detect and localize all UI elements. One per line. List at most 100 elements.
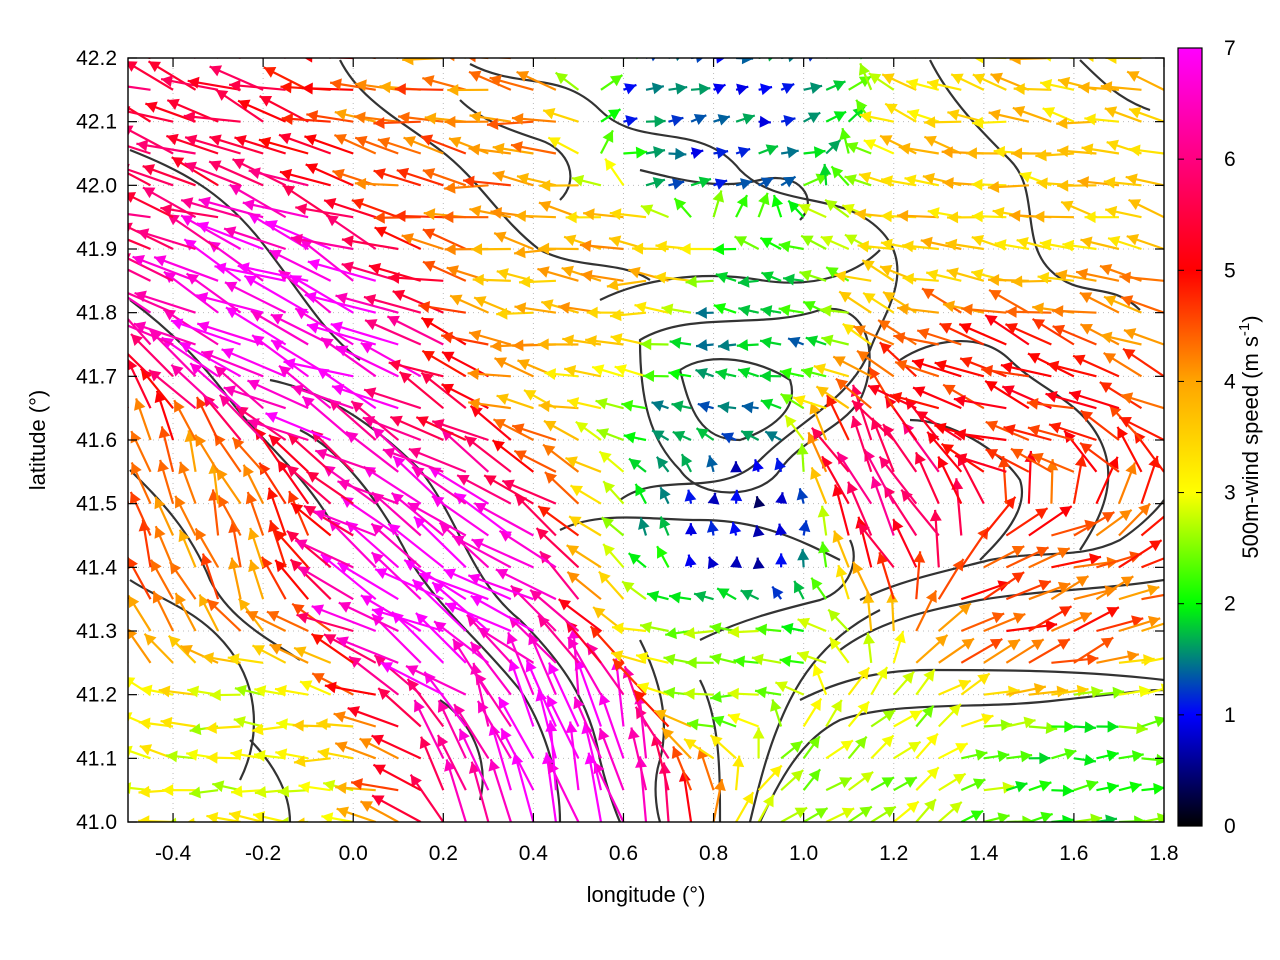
wind-arrow	[757, 764, 783, 791]
wind-arrow	[1051, 305, 1097, 318]
wind-arrow	[511, 112, 557, 125]
wind-arrow	[1079, 323, 1120, 346]
wind-arrow	[780, 146, 799, 159]
wind-arrow	[712, 778, 726, 822]
wind-arrow	[372, 763, 422, 792]
wind-arrow	[668, 591, 692, 604]
wind-arrow	[1005, 546, 1050, 569]
wind-arrow	[394, 210, 444, 223]
wind-arrow	[1051, 748, 1077, 760]
wind-arrow	[187, 76, 241, 91]
wind-arrow	[389, 415, 444, 442]
wind-arrow	[780, 175, 797, 188]
wind-arrow	[128, 268, 152, 282]
wind-arrow	[781, 622, 804, 635]
wind-arrow	[557, 598, 602, 632]
y-tick-label: 41.0	[76, 811, 117, 834]
wind-arrow	[1051, 720, 1076, 733]
wind-arrow	[638, 517, 650, 536]
wind-arrow	[268, 434, 309, 473]
wind-arrow	[496, 307, 534, 320]
wind-arrow	[997, 456, 1010, 504]
wind-arrow	[386, 315, 444, 346]
wind-arrow	[1052, 324, 1097, 346]
wind-arrow	[301, 395, 354, 441]
wind-arrow	[370, 551, 422, 600]
y-tick-label: 41.1	[76, 747, 117, 770]
wind-arrow	[470, 594, 534, 632]
wind-arrow	[818, 541, 830, 568]
wind-arrow	[444, 181, 489, 194]
wind-arrow	[486, 118, 534, 131]
wind-arrow	[826, 394, 850, 441]
wind-arrow	[627, 552, 647, 569]
wind-arrow	[543, 419, 579, 441]
wind-arrow	[936, 58, 939, 59]
colorbar	[1177, 47, 1203, 827]
wind-arrow	[209, 689, 241, 702]
wind-arrow	[468, 761, 490, 822]
wind-arrow	[815, 385, 850, 410]
wind-arrow	[824, 198, 850, 219]
wind-arrow	[441, 350, 489, 378]
wind-arrow	[732, 755, 745, 791]
wind-arrow	[960, 612, 1005, 633]
wind-arrow	[538, 400, 579, 413]
y-tick-label: 41.6	[76, 429, 117, 452]
wind-arrow	[251, 644, 287, 664]
wind-arrow	[778, 240, 804, 253]
wind-arrow	[1006, 682, 1047, 696]
wind-arrow	[569, 484, 602, 505]
wind-arrow	[821, 455, 850, 505]
wind-arrow	[735, 83, 749, 96]
wind-arrow	[468, 58, 511, 63]
wind-arrow	[170, 363, 219, 409]
wind-arrow	[780, 806, 808, 822]
x-axis-title: longitude (°)	[587, 882, 706, 907]
wind-arrow	[359, 800, 399, 822]
wind-arrow	[330, 321, 399, 346]
wind-arrow	[1045, 391, 1097, 410]
wind-arrow	[286, 530, 332, 569]
wind-arrow	[154, 496, 175, 536]
wind-arrow	[314, 448, 377, 473]
wind-arrow	[1128, 198, 1164, 219]
wind-arrow	[183, 238, 242, 282]
wind-arrow	[468, 329, 512, 346]
wind-arrow	[598, 692, 625, 759]
wind-arrow	[610, 650, 647, 664]
wind-arrow	[422, 260, 467, 282]
wind-arrow	[535, 527, 580, 569]
wind-arrow	[187, 817, 219, 822]
wind-arrow	[171, 58, 174, 59]
wind-arrow	[760, 305, 782, 317]
wind-arrow	[380, 661, 444, 696]
wind-arrow	[295, 203, 354, 219]
wind-arrow	[214, 262, 286, 282]
wind-arrow	[1123, 328, 1164, 346]
wind-arrow	[128, 216, 129, 218]
wind-arrow	[128, 352, 152, 378]
wind-arrow	[310, 632, 354, 664]
wind-arrow	[1118, 584, 1160, 601]
wind-arrow	[458, 728, 490, 791]
wind-arrow	[178, 461, 197, 505]
wind-arrow	[775, 523, 787, 536]
wind-arrow	[128, 238, 151, 251]
wind-arrow	[403, 136, 444, 155]
wind-arrow	[838, 290, 872, 314]
wind-arrow	[690, 83, 711, 96]
wind-arrow	[819, 304, 849, 317]
wind-arrow	[350, 400, 399, 441]
wind-arrow	[472, 273, 511, 286]
wind-arrow	[1095, 456, 1119, 505]
wind-arrow	[307, 258, 377, 282]
wind-arrow	[706, 455, 718, 473]
wind-arrow	[371, 734, 422, 760]
wind-arrow	[802, 697, 823, 728]
wind-arrow	[422, 228, 467, 251]
wind-arrow	[405, 664, 467, 696]
wind-arrow	[1028, 721, 1058, 734]
colorbar-tick-label: 7	[1224, 37, 1236, 60]
wind-arrow	[934, 359, 985, 378]
